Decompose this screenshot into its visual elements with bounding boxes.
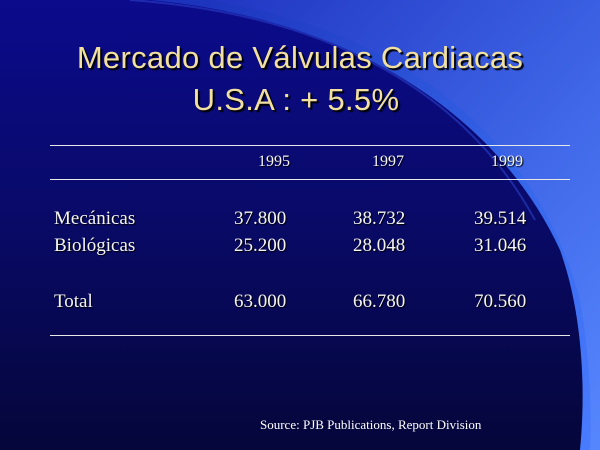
row-label-biologicas: Biológicas [54,235,136,256]
slide-title-line2: U.S.A : + 5.5% [192,82,400,117]
table-bottom-rule [50,335,570,336]
cell-biologicas-1995: 25.200 [234,235,287,256]
row-label-total: Total [54,291,93,312]
column-header-1999: 1999 [491,153,523,170]
cell-total-1999: 70.560 [474,291,527,312]
table-header-rule [50,179,570,180]
slide-title-line1: Mercado de Válvulas Cardiacas [76,40,524,75]
cell-mecanicas-1999: 39.514 [474,208,527,229]
column-header-1997: 1997 [372,153,404,170]
cell-total-1995: 63.000 [234,291,287,312]
cell-mecanicas-1995: 37.800 [234,208,287,229]
cell-mecanicas-1997: 38.732 [353,208,406,229]
swoosh-edge [129,0,536,221]
table-top-rule [50,145,570,146]
column-header-1995: 1995 [258,153,290,170]
cell-biologicas-1999: 31.046 [474,235,527,256]
row-label-mecanicas: Mecánicas [54,208,136,229]
source-note: Source: PJB Publications, Report Divisio… [260,417,482,432]
swoosh-highlight [210,0,600,450]
cell-biologicas-1997: 28.048 [353,235,406,256]
cell-total-1997: 66.780 [353,291,406,312]
